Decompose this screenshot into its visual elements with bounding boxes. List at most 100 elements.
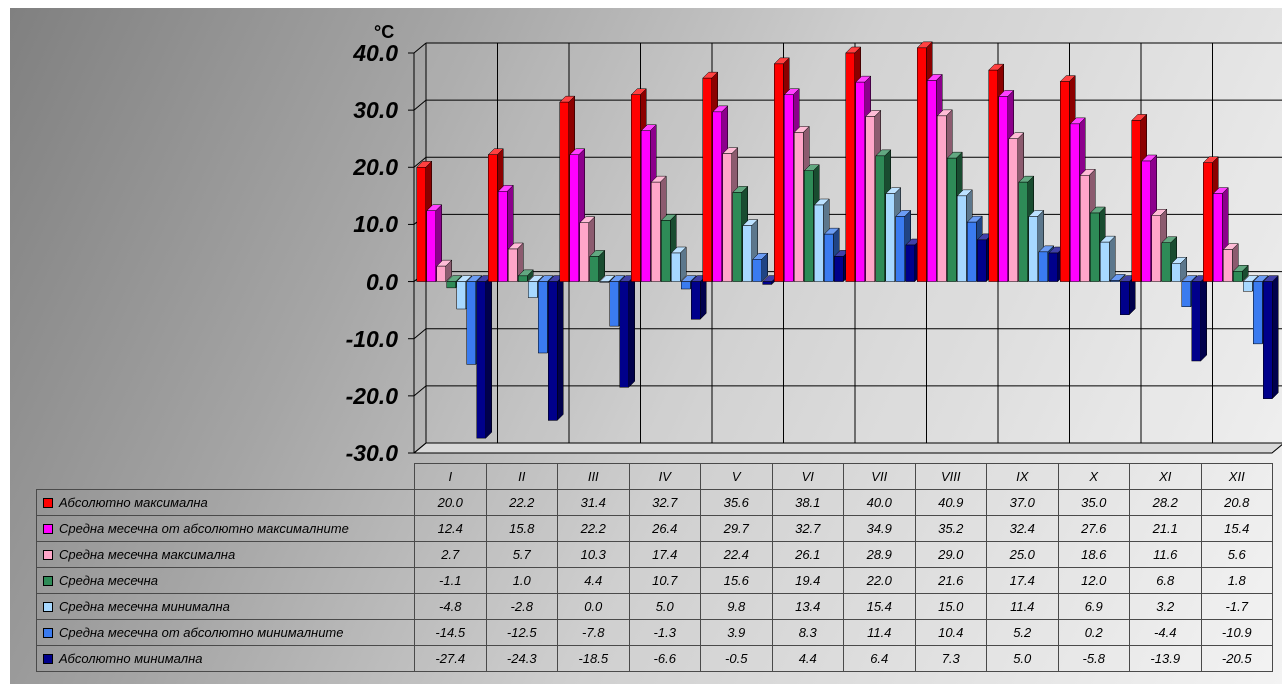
data-label: 19.4: [772, 568, 844, 594]
data-label: 15.4: [844, 594, 916, 620]
data-label: 6.9: [1058, 594, 1130, 620]
data-label: 32.4: [987, 516, 1059, 542]
bar-2-VI: [784, 95, 793, 282]
table-row: Средна месечна максимална 2.7 5.7 10.3 17.4 2…: [37, 542, 1273, 568]
data-label: 22.0: [844, 568, 916, 594]
bar-2-I: [427, 211, 436, 282]
data-label: 17.4: [987, 568, 1059, 594]
x-tick-label: VI: [772, 464, 844, 490]
data-label: 5.2: [987, 620, 1059, 646]
bar-5-IX: [1029, 216, 1038, 281]
legend-entry: Средна месечна: [37, 568, 415, 594]
data-label: -12.5: [486, 620, 558, 646]
data-label: 7.3: [915, 646, 987, 672]
x-tick-label: III: [558, 464, 630, 490]
data-label: 20.0: [415, 490, 487, 516]
legend-swatch: [43, 654, 53, 664]
series-name: Абсолютно максимална: [59, 495, 208, 510]
bar-3-I: [437, 266, 446, 281]
data-label: -4.8: [415, 594, 487, 620]
bar-1-IX: [989, 70, 998, 281]
bar-3-III: [580, 223, 589, 282]
bar-side-5-X: [1109, 236, 1115, 281]
bar-2-III: [570, 155, 579, 282]
table-row: Абсолютно минимална -27.4 -24.3 -18.5 -6.6 -0…: [37, 646, 1273, 672]
bar-4-II: [518, 276, 527, 282]
legend-swatch: [43, 524, 53, 534]
bar-7-VI: [834, 256, 843, 281]
bar-7-IX: [1049, 253, 1058, 282]
bar-2-XI: [1142, 161, 1151, 282]
data-label: 8.3: [772, 620, 844, 646]
bar-5-VI: [814, 205, 823, 282]
data-label: 15.6: [701, 568, 773, 594]
data-label: -2.8: [486, 594, 558, 620]
data-label: -20.5: [1201, 646, 1273, 672]
bar-7-XII: [1263, 282, 1272, 399]
bar-6-X: [1110, 280, 1119, 281]
series-name: Средна месечна от абсолютно минималните: [59, 625, 344, 640]
bar-1-VII: [846, 53, 855, 282]
data-label: 20.8: [1201, 490, 1273, 516]
bar-3-VII: [866, 116, 875, 281]
x-tick-label: IV: [629, 464, 701, 490]
bar-4-VI: [804, 171, 813, 282]
data-label: -24.3: [486, 646, 558, 672]
x-tick-label: VII: [844, 464, 916, 490]
data-label: 3.9: [701, 620, 773, 646]
data-label: -6.6: [629, 646, 701, 672]
bar-5-II: [528, 282, 537, 298]
data-label: 32.7: [772, 516, 844, 542]
data-label: 37.0: [987, 490, 1059, 516]
x-tick-label: IX: [987, 464, 1059, 490]
bar-6-II: [538, 282, 547, 353]
data-label: 35.6: [701, 490, 773, 516]
bar-1-X: [1060, 82, 1069, 282]
legend-entry: Средна месечна максимална: [37, 542, 415, 568]
legend-swatch: [43, 602, 53, 612]
bar-side-7-III: [629, 276, 635, 388]
bar-6-XII: [1253, 282, 1262, 344]
data-label: -1.7: [1201, 594, 1273, 620]
table-row: Средна месечна от абсолютно максималните…: [37, 516, 1273, 542]
bar-4-I: [447, 282, 456, 288]
series-name: Средна месечна: [59, 573, 158, 588]
bar-3-IV: [651, 182, 660, 281]
bar-6-VIII: [967, 222, 976, 281]
bar-7-IV: [691, 282, 700, 320]
data-label: -14.5: [415, 620, 487, 646]
data-label: 28.9: [844, 542, 916, 568]
bar-4-IX: [1019, 182, 1028, 281]
series-name: Средна месечна от абсолютно максималните: [59, 521, 349, 536]
data-label: -1.1: [415, 568, 487, 594]
data-label: 15.0: [915, 594, 987, 620]
bar-3-VI: [794, 132, 803, 281]
bar-4-V: [733, 192, 742, 281]
table-corner: [37, 464, 415, 490]
legend-entry: Средна месечна от абсолютно максималните: [37, 516, 415, 542]
bar-5-V: [743, 226, 752, 282]
bar-5-XI: [1172, 263, 1181, 281]
legend-entry: Абсолютно минимална: [37, 646, 415, 672]
bar-2-VII: [856, 82, 865, 281]
bar-7-II: [548, 282, 557, 421]
bar-side-7-II: [557, 276, 563, 421]
y-tick-label: -10.0: [310, 326, 398, 352]
bar-5-VII: [886, 194, 895, 282]
x-tick-label: II: [486, 464, 558, 490]
bar-4-III: [590, 256, 599, 281]
bar-3-X: [1080, 175, 1089, 281]
data-label: 5.0: [629, 594, 701, 620]
floor: [414, 443, 1282, 453]
table-header-row: I II III IV V VI VII VIII IX X XI XII: [37, 464, 1273, 490]
x-tick-label: V: [701, 464, 773, 490]
data-label: 22.4: [701, 542, 773, 568]
data-label: -18.5: [558, 646, 630, 672]
data-label: 0.0: [558, 594, 630, 620]
bar-1-II: [488, 155, 497, 282]
data-label: 40.9: [915, 490, 987, 516]
data-label: -13.9: [1130, 646, 1202, 672]
bar-4-IV: [661, 220, 670, 281]
bar-7-X: [1120, 282, 1129, 315]
table-row: Абсолютно максимална 20.0 22.2 31.4 32.7 35.6…: [37, 490, 1273, 516]
